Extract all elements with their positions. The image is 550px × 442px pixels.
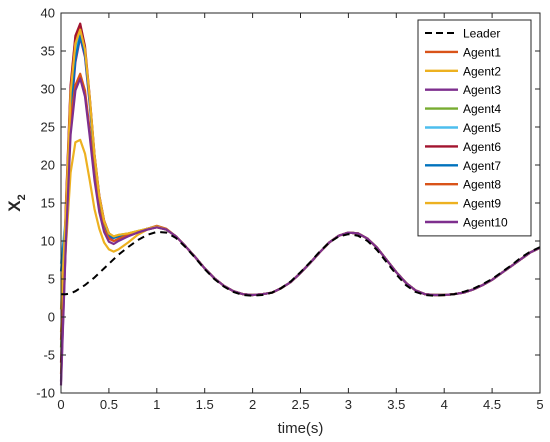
y-tick-label: 0 [48, 310, 55, 325]
y-axis-label-main: X [5, 200, 24, 212]
y-tick-label: 25 [41, 120, 55, 135]
legend: Leader Agent1 Agent2 Agent3 Agent4 Agent5 Agen… [417, 19, 532, 237]
legend-label: Agent8 [463, 178, 501, 192]
y-tick-label: 10 [41, 234, 55, 249]
y-tick-label: 5 [48, 272, 55, 287]
x-tick-label: 1 [153, 397, 160, 412]
y-tick-label: 30 [41, 82, 55, 97]
series-line-leader [61, 230, 541, 297]
x-tick-label: 3 [345, 397, 352, 412]
x-tick-label: 4.5 [483, 397, 501, 412]
x-tick-label: 1.5 [196, 397, 214, 412]
legend-label: Agent10 [463, 216, 508, 230]
x-tick-label: 0 [57, 397, 64, 412]
y-axis-label-subscript: 2 [16, 194, 28, 200]
legend-label: Agent1 [463, 45, 501, 59]
x-tick-label: 3.5 [387, 397, 405, 412]
legend-label: Agent7 [463, 159, 501, 173]
legend-label: Agent2 [463, 64, 501, 78]
x-tick-label: 2.5 [291, 397, 309, 412]
y-axis-label: X2 [5, 194, 28, 211]
y-tick-label: 15 [41, 196, 55, 211]
legend-label: Agent9 [463, 197, 501, 211]
x-tick-label: 0.5 [100, 397, 118, 412]
y-tick-label: -5 [43, 348, 55, 363]
ticks-layer: 0 0.5 1 1.5 2 2.5 3 3.5 4 4.5 5 -10 -5 0 5 10 15 20 25 30 35… [36, 6, 543, 413]
y-tick-label: 40 [41, 6, 55, 21]
x-tick-label: 4 [441, 397, 448, 412]
y-tick-label: 35 [41, 44, 55, 59]
y-tick-label: -10 [36, 386, 55, 401]
x-axis-label: time(s) [278, 420, 324, 437]
legend-label: Leader [463, 27, 500, 41]
x-tick-label: 5 [536, 397, 543, 412]
legend-label: Agent6 [463, 140, 501, 154]
legend-label: Agent5 [463, 121, 501, 135]
x-tick-label: 2 [249, 397, 256, 412]
series-layer [59, 22, 541, 386]
y-tick-label: 20 [41, 158, 55, 173]
legend-label: Agent4 [463, 102, 501, 116]
legend-label: Agent3 [463, 83, 501, 97]
